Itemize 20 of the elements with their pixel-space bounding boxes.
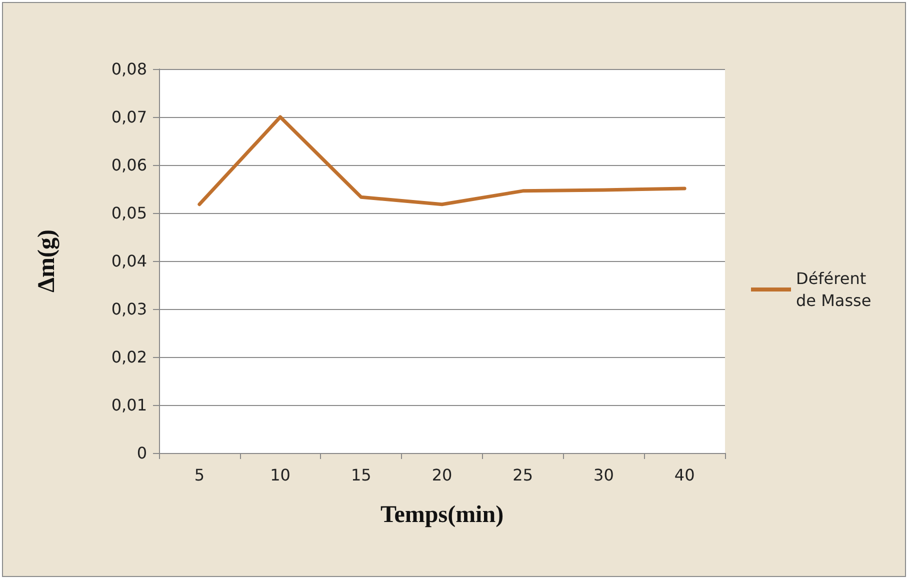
y-tick-label: 0,03 bbox=[111, 300, 147, 318]
x-axis-title: Temps(min) bbox=[380, 502, 504, 528]
y-tick-label: 0,04 bbox=[111, 252, 147, 270]
y-tick-label: 0,05 bbox=[111, 204, 147, 222]
y-tick-label: 0,08 bbox=[111, 60, 147, 78]
x-tick-label: 40 bbox=[674, 466, 695, 484]
x-tick-label: 30 bbox=[594, 466, 614, 484]
y-tick-label: 0,07 bbox=[111, 108, 147, 126]
x-tick-label: 10 bbox=[270, 466, 290, 484]
line-series bbox=[198, 115, 686, 206]
y-tick-label: 0,01 bbox=[111, 396, 147, 414]
legend-label: Déférent de Masse bbox=[796, 269, 872, 310]
x-tick-label: 15 bbox=[350, 466, 372, 484]
x-tick-label: 20 bbox=[432, 466, 452, 484]
x-tick-label: 25 bbox=[512, 466, 534, 484]
y-tick-label: 0,06 bbox=[111, 156, 147, 174]
y-axis-title: Δm(g) bbox=[34, 229, 60, 293]
y-tick-label: 0 bbox=[136, 444, 147, 462]
y-tick-label: 0,02 bbox=[111, 348, 147, 366]
x-tick-label: 5 bbox=[194, 466, 205, 484]
